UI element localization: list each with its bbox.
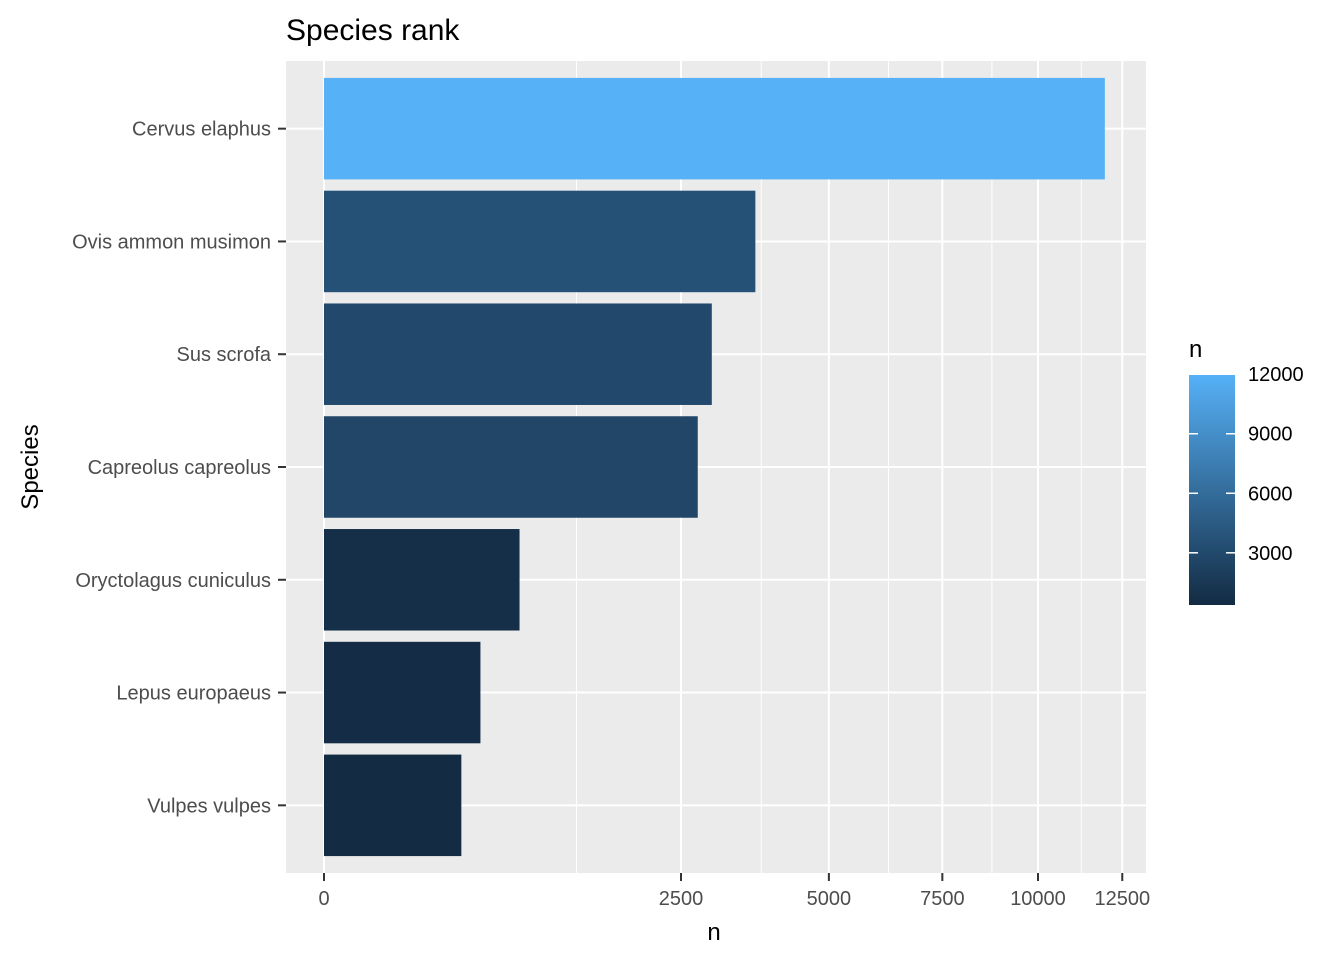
- y-tick-label: Oryctolagus cuniculus: [75, 570, 271, 592]
- y-tick-label: Cervus elaphus: [132, 119, 271, 141]
- y-axis: Cervus elaphus Ovis ammon musimon Sus scro…: [72, 119, 286, 817]
- y-tick-label: Vulpes vulpes: [147, 795, 271, 817]
- y-axis-title: Species: [17, 424, 44, 509]
- x-tick-label: 2500: [659, 888, 704, 910]
- y-tick-label: Ovis ammon musimon: [72, 231, 271, 253]
- legend-tick-label: 6000: [1248, 483, 1293, 505]
- legend-tick-label: 9000: [1248, 424, 1293, 446]
- x-tick-label: 0: [318, 888, 329, 910]
- bar-capreolus-capreolus: [324, 416, 698, 518]
- x-tick-label: 10000: [1010, 888, 1066, 910]
- bar-cervus-elaphus: [324, 77, 1105, 180]
- bar-vulpes-vulpes: [324, 754, 462, 857]
- y-tick-label: Capreolus capreolus: [88, 457, 271, 479]
- bar-ovis-ammon-musimon: [324, 190, 756, 293]
- bar-oryctolagus-cuniculus: [324, 529, 520, 631]
- bar-lepus-europaeus: [324, 641, 481, 744]
- bar-sus-scrofa: [324, 303, 712, 405]
- bars: [324, 77, 1105, 857]
- x-tick-label: 12500: [1094, 888, 1150, 910]
- color-legend: n 12000 9000 6000 3000: [1189, 336, 1304, 605]
- y-tick-label: Sus scrofa: [177, 344, 272, 366]
- x-tick-label: 7500: [920, 888, 965, 910]
- x-axis-title: n: [707, 919, 720, 946]
- legend-colorbar: [1189, 375, 1235, 605]
- legend-ticks: 12000 9000 6000 3000: [1189, 364, 1304, 565]
- legend-title: n: [1189, 336, 1202, 363]
- chart-title: Species rank: [286, 14, 460, 47]
- legend-tick-label: 3000: [1248, 543, 1293, 565]
- legend-tick-label: 12000: [1248, 364, 1304, 386]
- y-tick-label: Lepus europaeus: [116, 683, 271, 705]
- x-axis: 0 2500 5000 7500 10000 12500: [318, 873, 1150, 910]
- x-tick-label: 5000: [807, 888, 852, 910]
